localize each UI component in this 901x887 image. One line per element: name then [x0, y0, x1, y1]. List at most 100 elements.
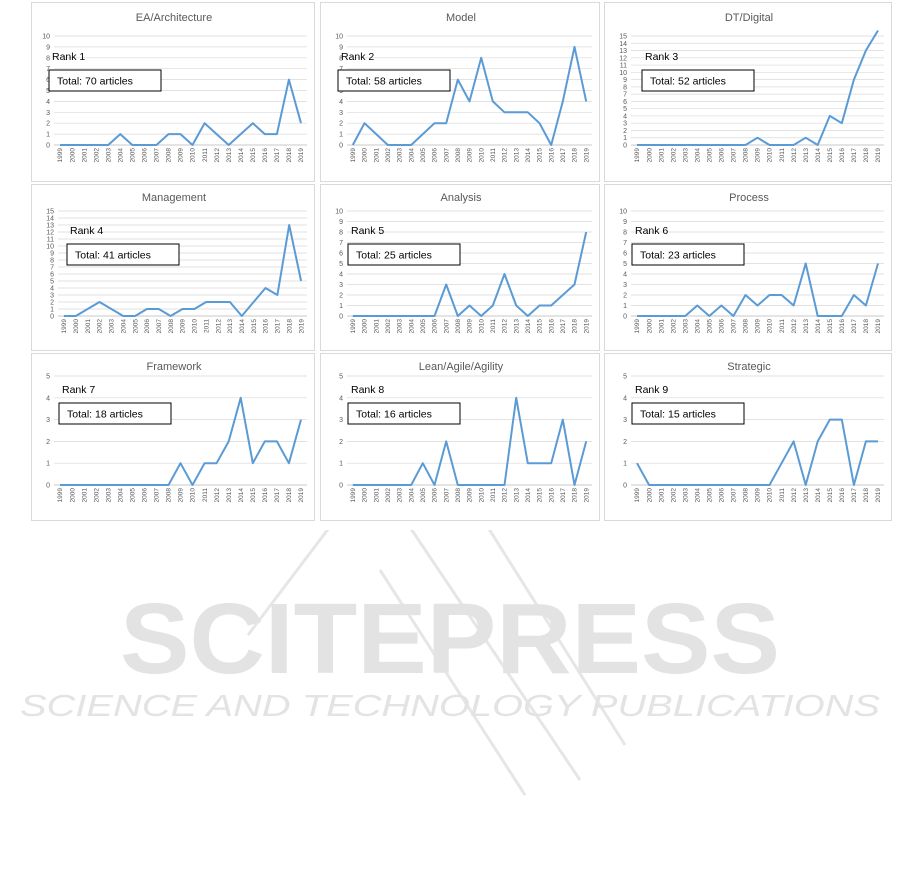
- x-tick-label: 2002: [93, 488, 100, 503]
- chart-title: Process: [729, 192, 769, 204]
- x-tick-label: 2004: [694, 148, 701, 163]
- x-tick-label: 2002: [670, 148, 677, 163]
- y-tick-label: 14: [619, 41, 627, 48]
- x-tick-label: 2009: [178, 488, 185, 503]
- x-tick-label: 2002: [385, 488, 392, 503]
- chart-svg: 0 1 2 3 4 5 6 7 8 9 10 1999 2000 2001 2002 2003 2004 2005…: [42, 12, 307, 163]
- total-label: Total: 15 articles: [640, 409, 716, 421]
- x-tick-label: 2016: [262, 488, 269, 503]
- y-tick-label: 1: [339, 132, 343, 139]
- x-tick-label: 2011: [203, 319, 210, 333]
- x-tick-label: 2016: [548, 148, 555, 163]
- x-tick-label: 2013: [803, 488, 810, 503]
- x-tick-label: 1999: [350, 488, 357, 503]
- chart-svg: 0 1 2 3 4 5 6 7 8 9 10 1999 2000 2001 2002 2003 2004 2005…: [335, 192, 592, 334]
- x-tick-label: 2008: [743, 319, 750, 334]
- y-tick-label: 5: [623, 374, 627, 381]
- x-tick-label: 2002: [670, 488, 677, 503]
- y-tick-label: 12: [46, 230, 54, 237]
- x-tick-label: 2000: [69, 488, 76, 503]
- x-tick-label: 2017: [851, 148, 858, 163]
- x-tick-label: 2008: [166, 148, 173, 163]
- x-tick-label: 2008: [455, 148, 462, 163]
- y-tick-label: 6: [623, 251, 627, 258]
- series-line: [352, 396, 588, 486]
- x-tick-label: 2018: [286, 488, 293, 503]
- x-tick-label: 2014: [238, 148, 245, 163]
- y-tick-label: 0: [50, 314, 54, 321]
- y-tick-label: 0: [339, 143, 343, 150]
- total-box: [337, 69, 451, 92]
- x-tick-label: 2012: [215, 319, 222, 334]
- y-tick-label: 6: [46, 77, 50, 84]
- x-tick-label: 2006: [719, 319, 726, 334]
- x-tick-label: 2005: [130, 148, 137, 163]
- x-tick-label: 2000: [646, 488, 653, 503]
- x-tick-label: 2000: [646, 319, 653, 334]
- y-tick-label: 2: [339, 439, 343, 446]
- x-tick-label: 2008: [743, 488, 750, 503]
- x-tick-label: 2001: [85, 319, 92, 334]
- x-tick-label: 2009: [178, 148, 185, 163]
- x-tick-label: 2010: [767, 319, 774, 334]
- total-box: [631, 243, 745, 266]
- x-tick-label: 2013: [513, 319, 520, 334]
- x-tick-label: 2000: [362, 488, 369, 503]
- y-tick-label: 8: [46, 55, 50, 62]
- x-tick-label: 2009: [467, 488, 474, 503]
- y-tick-label: 3: [46, 417, 50, 424]
- y-tick-label: 4: [339, 99, 343, 106]
- x-tick-label: 2007: [443, 488, 450, 503]
- x-tick-label: 2000: [362, 148, 369, 163]
- y-tick-label: 5: [623, 106, 627, 113]
- x-tick-label: 2019: [583, 148, 590, 163]
- x-tick-label: 2003: [109, 319, 116, 334]
- x-tick-label: 2016: [839, 148, 846, 163]
- y-tick-label: 2: [623, 128, 627, 135]
- y-tick-label: 0: [46, 143, 50, 150]
- x-tick-label: 2013: [513, 148, 520, 163]
- x-tick-label: 2005: [420, 488, 427, 503]
- x-tick-label: 2012: [502, 319, 509, 334]
- total-label: Total: 41 articles: [75, 250, 151, 262]
- x-tick-label: 2007: [156, 319, 163, 334]
- y-tick-label: 8: [339, 55, 343, 62]
- x-tick-label: 2002: [93, 148, 100, 163]
- x-tick-label: 2001: [373, 148, 380, 163]
- x-tick-label: 2001: [658, 488, 665, 503]
- x-tick-label: 2012: [214, 148, 221, 163]
- x-tick-label: 2017: [560, 148, 567, 163]
- chart-panel-2: 0123456789101999200020012002200320042005…: [320, 2, 600, 182]
- y-tick-label: 2: [339, 293, 343, 300]
- x-tick-label: 2010: [478, 488, 485, 503]
- x-tick-label: 2016: [839, 488, 846, 503]
- y-tick-label: 11: [620, 63, 627, 70]
- x-tick-label: 2015: [537, 488, 544, 503]
- x-tick-label: 2006: [144, 319, 151, 334]
- total-label: Total: 58 articles: [346, 76, 422, 88]
- x-tick-label: 2017: [851, 488, 858, 503]
- x-tick-label: 2018: [286, 148, 293, 163]
- rank-label: Rank 6: [635, 225, 668, 237]
- y-tick-label: 0: [339, 483, 343, 490]
- total-box: [66, 243, 180, 266]
- x-tick-label: 1999: [57, 488, 64, 503]
- y-tick-label: 13: [619, 48, 627, 55]
- x-tick-label: 2019: [583, 488, 590, 503]
- total-box: [631, 402, 745, 425]
- rank-label: Rank 4: [70, 225, 103, 237]
- x-tick-label: 2009: [755, 319, 762, 334]
- series-line: [63, 224, 303, 317]
- x-tick-label: 2004: [117, 148, 124, 163]
- y-tick-label: 10: [335, 209, 343, 216]
- y-tick-label: 2: [339, 121, 343, 128]
- x-tick-label: 2000: [646, 148, 653, 163]
- y-tick-label: 6: [50, 272, 54, 279]
- x-tick-label: 2010: [478, 319, 485, 334]
- y-tick-label: 7: [50, 265, 54, 272]
- y-tick-label: 10: [42, 34, 50, 41]
- x-tick-label: 2005: [132, 319, 139, 334]
- total-label: Total: 25 articles: [356, 250, 432, 262]
- y-tick-label: 3: [339, 282, 343, 289]
- x-tick-label: 2017: [851, 319, 858, 334]
